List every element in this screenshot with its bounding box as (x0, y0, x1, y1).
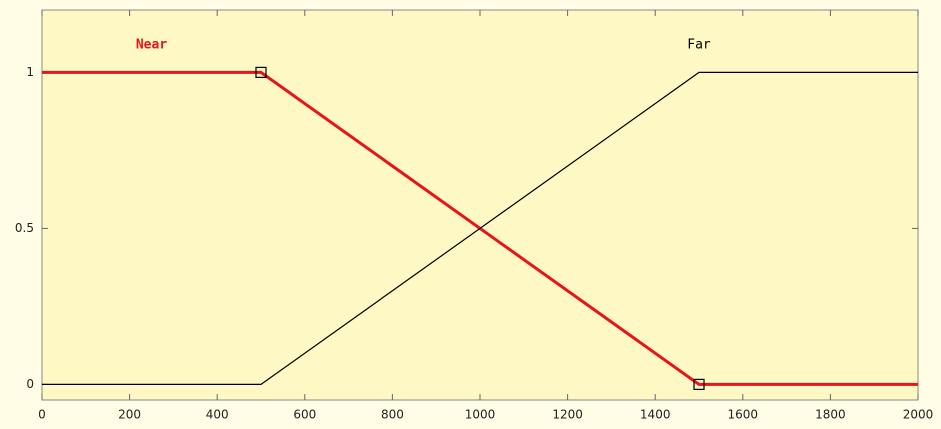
x-tick-label: 800 (381, 408, 404, 422)
x-tick-label: 600 (293, 408, 316, 422)
y-tick-label: 1 (26, 65, 34, 79)
y-tick-label: 0.5 (15, 221, 34, 235)
chart: 0 200 400 600 800 1000 1200 1400 1600 1800 2000 0 0.… (0, 0, 941, 429)
x-tick-label: 1200 (552, 408, 583, 422)
x-tick-label: 1400 (640, 408, 671, 422)
x-tick-label: 1800 (815, 408, 846, 422)
x-tick-label: 0 (38, 408, 46, 422)
y-tick-label: 0 (26, 377, 34, 391)
x-tick-label: 1000 (465, 408, 496, 422)
x-tick-label: 1600 (728, 408, 759, 422)
x-tick-label: 400 (206, 408, 229, 422)
series-label: Far (687, 38, 711, 53)
x-tick-label: 2000 (903, 408, 934, 422)
plot-area (42, 10, 918, 400)
series-label: Near (136, 38, 167, 53)
x-tick-label: 200 (118, 408, 141, 422)
